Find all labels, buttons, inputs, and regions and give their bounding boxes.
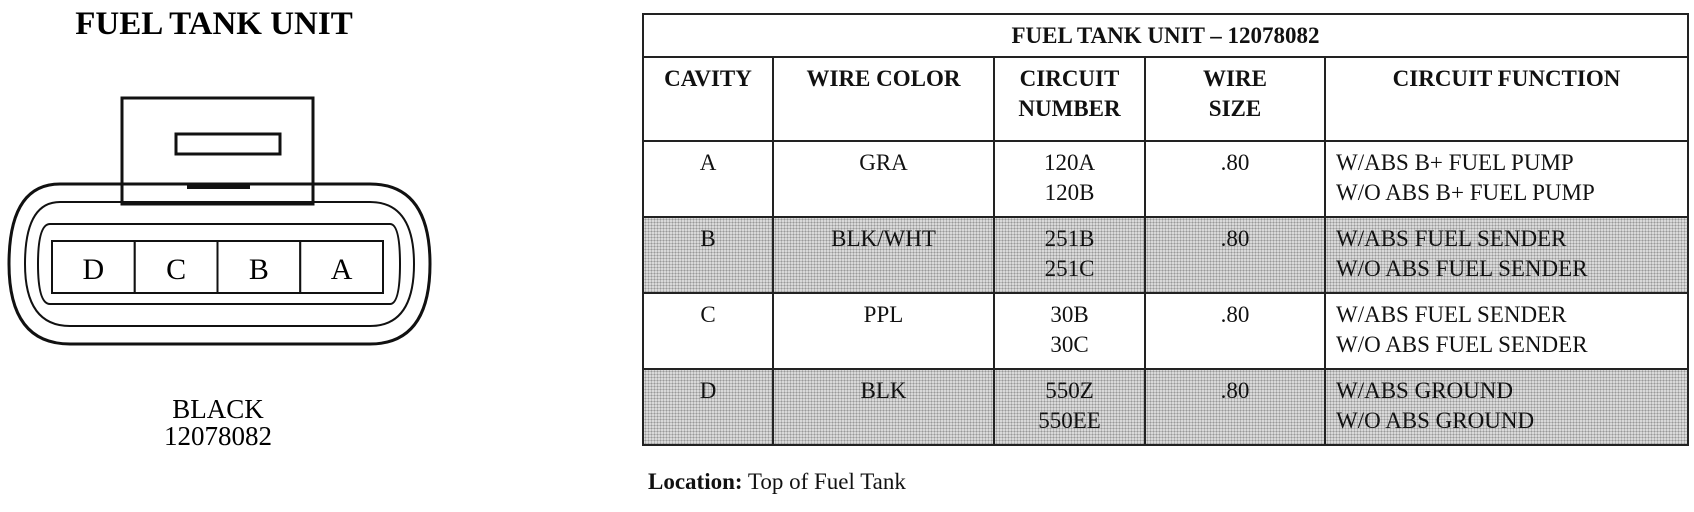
circuit-numbers: 120A 120B [993,140,1146,218]
column-header: WIRE COLOR [772,56,995,142]
connector-seal [36,223,402,305]
cavity: B [642,216,774,294]
header-line: WIRE [1203,66,1267,91]
connector-diagram: FUEL TANK UNIT D C B A BLACK 12078082 [7,6,432,451]
circuit-number: 120B [1044,180,1095,205]
circuit-function: W/O ABS FUEL SENDER [1336,332,1588,357]
wire-size: .80 [1144,292,1326,370]
wire-color: BLK/WHT [772,216,995,294]
wire-color: BLK [772,368,995,446]
circuit-functions: W/ABS B+ FUEL PUMP W/O ABS B+ FUEL PUMP [1324,140,1689,218]
circuit-function: W/ABS FUEL SENDER [1336,302,1567,327]
tab-slot [174,132,282,156]
circuit-number: 251C [1044,256,1095,281]
pin-label: D [83,253,105,286]
header-line: CIRCUIT FUNCTION [1392,66,1621,91]
column-header: CIRCUIT FUNCTION [1324,56,1689,142]
data-row: D BLK 550Z 550EE .80 W/ABS GROUND W/O ABS GROU… [642,368,1689,446]
wire-color: PPL [772,292,995,370]
data-row: C PPL 30B 30C .80 W/ABS FUEL SENDER W/O ABS FU… [642,292,1689,370]
connector-inner [23,201,416,327]
title-row: FUEL TANK UNIT – 12078082 [642,13,1689,58]
header-line: NUMBER [1018,96,1121,121]
pin-label: A [331,253,353,286]
part-number: 12078082 [164,421,272,451]
wire-size: .80 [1144,216,1326,294]
location-note: Location: Top of Fuel Tank [648,469,906,495]
header-line: CAVITY [664,66,752,91]
wire-color: GRA [772,140,995,218]
pin-cavity [216,240,302,294]
header-line: WIRE COLOR [806,66,961,91]
circuit-numbers: 251B 251C [993,216,1146,294]
circuit-number: 251B [1044,226,1095,251]
circuit-function: W/ABS B+ FUEL PUMP [1336,150,1574,175]
location-text: Top of Fuel Tank [747,469,906,494]
header-line: CIRCUIT [1019,66,1120,91]
circuit-number: 550EE [1038,408,1101,433]
circuit-numbers: 550Z 550EE [993,368,1146,446]
pin-cavity [133,240,219,294]
location-label: Location: [648,469,743,494]
pin-label: B [249,253,269,286]
pin-label: C [166,253,186,286]
circuit-function: W/O ABS B+ FUEL PUMP [1336,180,1595,205]
connector-color: BLACK [172,394,264,424]
wire-size: .80 [1144,140,1326,218]
circuit-functions: W/ABS GROUND W/O ABS GROUND [1324,368,1689,446]
circuit-functions: W/ABS FUEL SENDER W/O ABS FUEL SENDER [1324,216,1689,294]
data-row: B BLK/WHT 251B 251C .80 W/ABS FUEL SENDER W/O … [642,216,1689,294]
table-title: FUEL TANK UNIT – 12078082 [642,13,1689,58]
data-row: A GRA 120A 120B .80 W/ABS B+ FUEL PUMP W/O ABS… [642,140,1689,218]
circuit-numbers: 30B 30C [993,292,1146,370]
circuit-function: W/O ABS GROUND [1336,408,1535,433]
circuit-number: 30C [1050,332,1089,357]
header-row: CAVITY WIRE COLOR CIRCUIT NUMBER WIRE SIZE CIR… [642,56,1689,142]
pin-cavity [51,240,136,294]
circuit-functions: W/ABS FUEL SENDER W/O ABS FUEL SENDER [1324,292,1689,370]
circuit-function: W/ABS GROUND [1336,378,1513,403]
connector-body [7,182,432,346]
column-header: WIRE SIZE [1144,56,1326,142]
circuit-number: 550Z [1045,378,1094,403]
column-header: CAVITY [642,56,774,142]
column-header: CIRCUIT NUMBER [993,56,1146,142]
circuit-function: W/O ABS FUEL SENDER [1336,256,1588,281]
circuit-number: 30B [1050,302,1089,327]
wire-size: .80 [1144,368,1326,446]
cavity: D [642,368,774,446]
pin-cavity [299,240,384,294]
cavity: A [642,140,774,218]
circuit-number: 120A [1043,150,1096,175]
header-line: SIZE [1208,96,1262,121]
diagram-title: FUEL TANK UNIT [75,6,353,42]
circuit-function: W/ABS FUEL SENDER [1336,226,1567,251]
cavity: C [642,292,774,370]
pinout-table: FUEL TANK UNIT – 12078082 CAVITY WIRE COLO… [642,13,1689,446]
